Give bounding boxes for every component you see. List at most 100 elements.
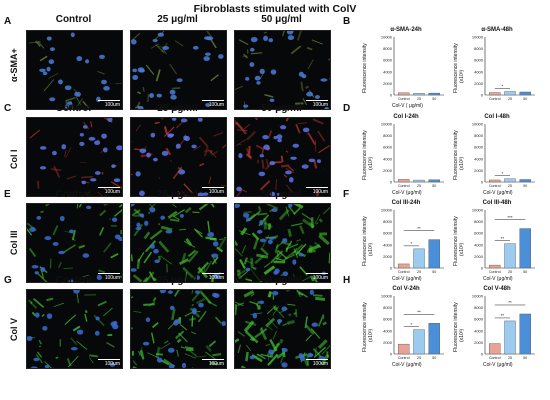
- micrograph-image: [235, 290, 330, 368]
- bar-1: [504, 243, 516, 269]
- x-tick-label: 50: [523, 184, 527, 188]
- column-header: 25 μg/ml: [157, 103, 198, 114]
- significance-label: **: [501, 313, 505, 318]
- y-tick-label: 4000: [474, 242, 484, 247]
- scale-bar: [98, 187, 120, 188]
- chart-plot: 0 2000 4000 6000 8000 10000 Control 25 50 *: [472, 35, 535, 101]
- y-tick-label: 8000: [383, 133, 393, 138]
- x-tick-label: 25: [417, 97, 421, 101]
- scale-bar-label: 100um: [104, 361, 120, 367]
- chart-title: Col I-24h: [393, 114, 419, 120]
- y-tick-label: 6000: [383, 317, 393, 322]
- x-axis-label: Col-V (μg/ml): [392, 362, 422, 368]
- scale-bar-label: 100um: [312, 275, 328, 281]
- bar-1: [413, 179, 425, 183]
- x-tick-label: Control: [489, 184, 501, 188]
- significance-label: **: [508, 300, 512, 305]
- bar-chart: Col I-48h Fluorescence intensity (x10³) 0 20…: [453, 114, 541, 198]
- bar-2: [519, 313, 531, 355]
- y-tick-label: 0: [390, 93, 393, 98]
- y-tick-label: 10000: [472, 294, 484, 299]
- x-tick-label: 50: [432, 184, 436, 188]
- micrograph: 100um: [234, 30, 331, 110]
- x-axis-label: Col-V (μg/ml): [483, 362, 513, 368]
- bar-2: [428, 323, 440, 355]
- y-tick-label: 2000: [474, 81, 484, 86]
- y-tick-label: 2000: [383, 168, 393, 173]
- scale-bar-label: 100um: [208, 361, 224, 367]
- significance-label: *: [410, 322, 412, 327]
- panel-letter: H: [343, 275, 351, 286]
- chart-title: Col I-48h: [484, 114, 510, 120]
- x-tick-label: 50: [432, 97, 436, 101]
- y-tick-label: 2000: [383, 340, 393, 345]
- y-tick-label: 0: [481, 93, 484, 98]
- y-tick-label: 6000: [474, 58, 484, 63]
- bar-chart: Col III-48h Fluorescence intensity (x10³) 0…: [453, 200, 541, 284]
- figure-title: Fibroblasts stimulated with ColV: [193, 3, 357, 15]
- y-tick-label: 6000: [383, 58, 393, 63]
- x-tick-label: 25: [417, 270, 421, 274]
- scale-bar: [306, 187, 328, 188]
- chart-title: α-SMA-48h: [481, 27, 513, 33]
- bar-2: [519, 228, 531, 269]
- bar-2: [428, 92, 440, 96]
- y-tick-label: 8000: [474, 133, 484, 138]
- scale-bar-label: 100um: [104, 102, 120, 108]
- bar-0: [398, 92, 410, 96]
- micrograph: 100um: [234, 289, 331, 369]
- micrograph: 100um: [130, 203, 227, 283]
- chart-title: Col III-24h: [391, 200, 421, 206]
- x-tick-label: Control: [489, 270, 501, 274]
- micrograph-image: [131, 290, 226, 368]
- y-tick-label: 10000: [472, 208, 484, 213]
- scale-bar-label: 100um: [208, 189, 224, 195]
- y-tick-label: 10000: [381, 208, 393, 213]
- micrograph-image: [131, 118, 226, 196]
- x-tick-label: 50: [432, 270, 436, 274]
- scale-bar: [306, 359, 328, 360]
- scale-bar: [202, 187, 224, 188]
- panel-letter: E: [4, 189, 11, 200]
- bar-chart: Col V-48h Fluorescence intensity (x10³) 0 20…: [453, 286, 541, 370]
- panel-letter: F: [343, 189, 350, 200]
- bar-chart: Col I-24h Fluorescence intensity (x10³) 0 20…: [362, 114, 450, 198]
- y-tick-label: 2000: [474, 254, 484, 259]
- column-header: Control: [55, 275, 92, 286]
- x-tick-label: Control: [398, 270, 410, 274]
- y-tick-label: 6000: [474, 317, 484, 322]
- x-tick-label: Control: [398, 97, 410, 101]
- scale-bar-label: 100um: [312, 361, 328, 367]
- bar-0: [398, 263, 410, 269]
- significance-label: *: [410, 241, 412, 246]
- scale-bar: [306, 273, 328, 274]
- bar-1: [504, 320, 516, 355]
- y-tick-label: 8000: [474, 46, 484, 51]
- panel-letter: C: [4, 103, 12, 114]
- column-header: 25 μg/ml: [157, 14, 198, 25]
- bar-chart: Col V-24h Fluorescence intensity (x10³) 0 20…: [362, 286, 450, 370]
- y-tick-label: 0: [390, 266, 393, 271]
- bar-1: [504, 91, 516, 96]
- y-tick-label: 2000: [383, 254, 393, 259]
- bar-2: [519, 179, 531, 183]
- scale-bar: [98, 273, 120, 274]
- column-header: Control: [55, 103, 92, 114]
- scale-bar-label: 100um: [208, 275, 224, 281]
- chart-plot: 0 2000 4000 6000 8000 10000 Control 25 50: [381, 122, 444, 188]
- x-tick-label: 25: [508, 184, 512, 188]
- x-tick-label: 25: [508, 97, 512, 101]
- scale-bar-label: 100um: [312, 102, 328, 108]
- x-axis-label: Col-V (μg/ml): [483, 276, 513, 282]
- x-tick-label: Control: [489, 356, 501, 360]
- bar-0: [489, 343, 501, 355]
- y-tick-label: 0: [390, 352, 393, 357]
- bar-2: [519, 91, 531, 96]
- y-tick-label: 4000: [383, 156, 393, 161]
- micrograph-image: [27, 290, 122, 368]
- scale-bar-label: 100um: [208, 102, 224, 108]
- micrograph: 100um: [234, 203, 331, 283]
- x-tick-label: 25: [508, 270, 512, 274]
